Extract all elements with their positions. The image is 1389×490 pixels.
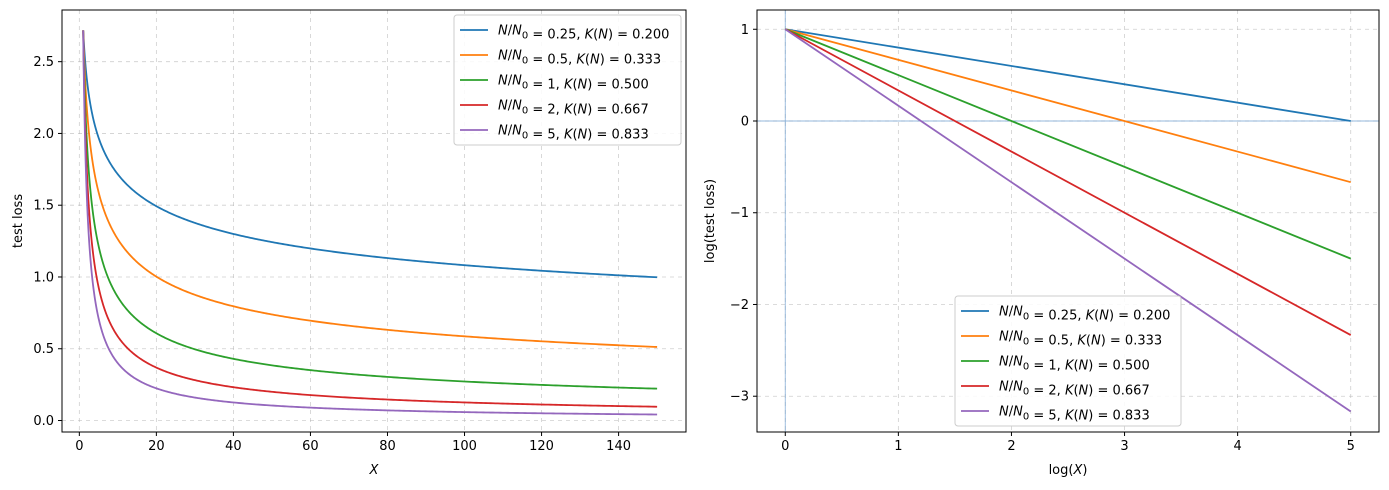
legend-box: [453, 14, 682, 146]
y-tick-label: 2.5: [33, 55, 54, 70]
left-chart-panel: 0 20 40 60 80 100 120 140 0.0 0.5 1.0 1.5 2.0 2.5 Xtes…: [11, 9, 687, 478]
legend: N/N0 = 0.25, K(N) = 0.200 N/N0 = 0.5, K(N…: [954, 295, 1182, 427]
y-tick-label: 0.5: [33, 342, 54, 357]
legend-entry-label: N/N0 = 0.25, K(N) = 0.200: [498, 24, 669, 43]
legend-entry-label: N/N0 = 0.5, K(N) = 0.333: [498, 49, 661, 68]
legend-entry-label: N/N0 = 1, K(N) = 0.500: [999, 355, 1150, 374]
x-tick-label: 1: [894, 439, 902, 454]
y-tick-label: −1: [730, 206, 749, 221]
y-tick-label: −3: [730, 390, 749, 405]
legend-entry-label: N/N0 = 0.25, K(N) = 0.200: [999, 305, 1170, 324]
x-tick-label: 3: [1120, 439, 1128, 454]
legend-entry-label: N/N0 = 2, K(N) = 0.667: [498, 99, 649, 118]
x-tick-label: 20: [148, 439, 165, 454]
x-tick-label: 2: [1007, 439, 1015, 454]
x-tick-label: 60: [302, 439, 319, 454]
legend-entry-label: N/N0 = 1, K(N) = 0.500: [498, 74, 649, 93]
legend-box: [954, 295, 1182, 427]
x-tick-label: 100: [452, 439, 477, 454]
series-group: [82, 30, 658, 416]
x-tick-label: 0: [75, 439, 83, 454]
series-line-3: [784, 28, 1352, 336]
y-axis-label: log(test loss): [703, 179, 718, 263]
y-tick-label: 0: [741, 115, 749, 130]
series-line-1: [785, 28, 1351, 184]
right-chart-panel: 0 1 2 3 4 5 1 0 −1 −2 −3 log(X) log(test loss) N/N0 =…: [703, 9, 1380, 478]
x-axis-label: log(X): [1049, 463, 1088, 478]
series-line-0: [82, 30, 658, 279]
legend-entry-label: N/N0 = 5, K(N) = 0.833: [498, 124, 649, 143]
x-tick-label: 140: [606, 439, 631, 454]
y-tick-label: 1: [741, 23, 749, 38]
series-line-4: [784, 28, 1352, 413]
y-tick-label: 0.0: [33, 414, 54, 429]
series-line-4: [82, 30, 658, 416]
x-tick-label: 120: [529, 439, 554, 454]
y-tick-label: 2.0: [33, 127, 54, 142]
legend-entry-label: N/N0 = 2, K(N) = 0.667: [999, 380, 1150, 399]
series-line-2: [82, 30, 658, 390]
x-tick-label: 0: [781, 439, 789, 454]
series-line-3: [82, 30, 658, 408]
legend-entry-label: N/N0 = 0.5, K(N) = 0.333: [999, 330, 1162, 349]
legend-entry-label: N/N0 = 5, K(N) = 0.833: [999, 405, 1150, 424]
y-axis-label: test loss: [11, 194, 26, 248]
x-tick-label: 80: [379, 439, 396, 454]
series-line-0: [785, 28, 1351, 122]
legend: N/N0 = 0.25, K(N) = 0.200 N/N0 = 0.5, K(N…: [453, 14, 682, 146]
series-line-2: [784, 28, 1352, 260]
x-axis-label: X: [369, 463, 380, 478]
plot-frame: [756, 9, 1380, 433]
y-tick-label: 1.5: [33, 199, 54, 214]
plot-frame: [61, 9, 687, 433]
series-group: [784, 28, 1352, 413]
series-line-1: [82, 30, 658, 348]
x-tick-label: 40: [225, 439, 242, 454]
x-tick-label: 4: [1233, 439, 1241, 454]
y-tick-label: 1.0: [33, 270, 54, 285]
x-tick-label: 5: [1347, 439, 1355, 454]
y-tick-label: −2: [730, 298, 749, 313]
